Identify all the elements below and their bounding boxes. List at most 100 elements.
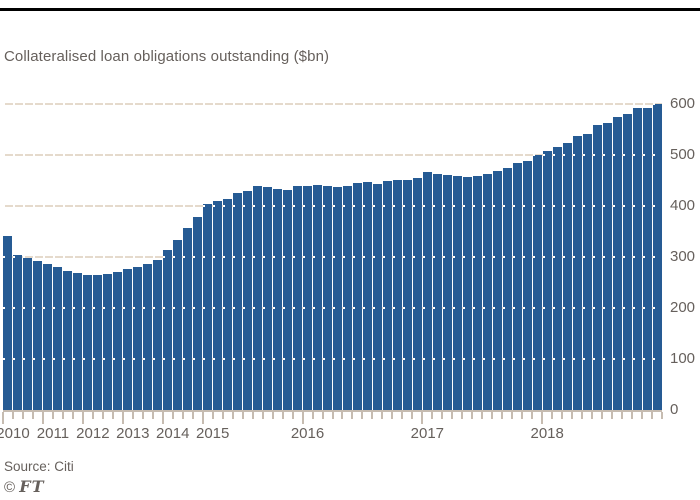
bar (533, 155, 542, 410)
x-tick (611, 412, 614, 419)
bar (313, 185, 322, 410)
x-tick (481, 412, 484, 419)
bar (123, 269, 132, 410)
y-axis-label: 0 (670, 401, 679, 418)
bar (113, 271, 122, 410)
bar (443, 175, 452, 410)
x-tick (561, 412, 564, 419)
x-tick (381, 412, 384, 419)
bar (403, 179, 412, 410)
x-tick-year (121, 412, 124, 424)
x-tick (501, 412, 504, 419)
bar (423, 171, 432, 410)
bar-row (3, 94, 662, 410)
bar (493, 170, 502, 410)
bar (233, 192, 242, 410)
x-axis-year-label: 2014 (156, 425, 190, 442)
gridline-dots (3, 307, 662, 310)
x-tick (401, 412, 404, 419)
x-tick (631, 412, 634, 419)
source-label: Source: Citi (4, 459, 74, 474)
x-axis-year-label: 2011 (36, 425, 70, 442)
y-axis-label: 100 (670, 350, 696, 368)
x-tick (21, 412, 24, 419)
x-tick-year (201, 412, 204, 424)
bar (453, 176, 462, 410)
bar (513, 162, 522, 410)
x-tick (441, 412, 444, 419)
bar (243, 190, 252, 410)
x-tick (181, 412, 184, 419)
x-tick (641, 412, 644, 419)
bar (213, 201, 222, 410)
bar (43, 263, 52, 410)
bar (13, 255, 22, 410)
x-tick (291, 412, 294, 419)
bar (363, 181, 372, 410)
x-tick (451, 412, 454, 419)
bar (323, 185, 332, 410)
bar (173, 240, 182, 410)
copyright-line: © FT (4, 477, 45, 496)
x-tick (31, 412, 34, 419)
x-tick (261, 412, 264, 419)
x-tick (311, 412, 314, 419)
bar (333, 187, 342, 410)
bar (273, 189, 282, 410)
x-axis-year-label: 2015 (195, 425, 230, 442)
bar (183, 228, 192, 410)
bar (93, 274, 102, 410)
x-tick (131, 412, 134, 419)
x-tick (331, 412, 334, 419)
ft-logo: FT (19, 477, 45, 496)
bar (253, 185, 262, 410)
gridline-dots (3, 358, 662, 361)
x-tick-year (541, 412, 544, 424)
bar (283, 190, 292, 410)
bar (633, 107, 642, 410)
x-tick (511, 412, 514, 419)
x-axis-year-label: 2018 (530, 425, 564, 442)
bar (383, 180, 392, 410)
x-tick (491, 412, 494, 419)
bar (263, 187, 272, 410)
x-tick (431, 412, 434, 419)
bar (433, 173, 442, 410)
x-tick (471, 412, 474, 419)
bar (473, 176, 482, 410)
x-tick (11, 412, 14, 419)
x-tick (411, 412, 414, 419)
x-tick (601, 412, 604, 419)
top-rule (0, 8, 700, 11)
y-axis-label: 200 (670, 299, 696, 317)
x-tick (341, 412, 344, 419)
x-tick (91, 412, 94, 419)
bar (143, 264, 152, 410)
x-tick (651, 412, 653, 419)
bar (163, 249, 172, 410)
x-tick (661, 412, 663, 419)
bar (503, 167, 512, 410)
x-tick (71, 412, 74, 419)
bar (133, 267, 142, 410)
bar (573, 135, 582, 410)
bar (463, 177, 472, 410)
bar (193, 217, 202, 410)
bar (643, 107, 652, 410)
bar (53, 266, 62, 410)
x-axis-baseline (3, 410, 662, 412)
x-axis-year-label: 2010 (0, 425, 30, 442)
bar (343, 185, 352, 410)
x-tick (241, 412, 244, 419)
y-axis-label: 400 (670, 197, 696, 215)
x-tick (281, 412, 284, 419)
bar (593, 125, 602, 410)
chart-title: Collateralised loan obligations outstand… (4, 48, 330, 65)
bar (63, 270, 72, 410)
bar (613, 116, 622, 410)
x-tick (461, 412, 464, 419)
bar (373, 183, 382, 410)
bar (203, 204, 212, 410)
x-tick-year (41, 412, 44, 424)
x-axis-year-label: 2017 (410, 425, 445, 442)
